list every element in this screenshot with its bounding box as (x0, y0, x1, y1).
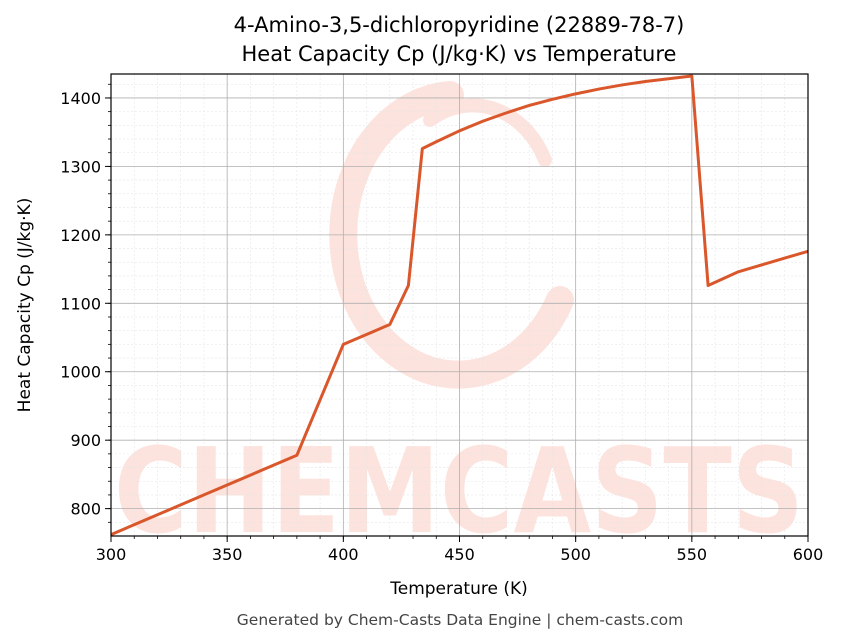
watermark-text: CHEMCASTS (114, 422, 804, 560)
y-tick-label: 1200 (60, 226, 101, 245)
x-tick-labels: 300 350 400 450 500 550 600 (96, 545, 824, 564)
x-tick-label: 550 (677, 545, 708, 564)
y-tick-label: 800 (70, 500, 101, 519)
x-axis-label: Temperature (K) (389, 579, 528, 599)
axis-ticks (105, 83, 809, 542)
x-tick-label: 500 (560, 545, 591, 564)
watermark-logo: CHEMCASTS (114, 81, 804, 560)
chart-subtitle: Heat Capacity Cp (J/kg·K) vs Temperature (242, 42, 677, 66)
x-tick-label: 350 (212, 545, 243, 564)
y-tick-label: 900 (70, 431, 101, 450)
y-axis-label: Heat Capacity Cp (J/kg·K) (15, 198, 35, 413)
series-layer (111, 74, 808, 536)
y-tick-labels: 800 900 1000 1100 1200 1300 1400 (60, 89, 101, 519)
x-tick-label: 450 (444, 545, 475, 564)
x-tick-label: 300 (96, 545, 127, 564)
y-tick-label: 1100 (60, 294, 101, 313)
footer-credit: Generated by Chem-Casts Data Engine | ch… (237, 611, 683, 629)
series-line-cp (111, 74, 808, 536)
y-tick-label: 1300 (60, 157, 101, 176)
x-tick-label: 600 (793, 545, 824, 564)
y-tick-label: 1000 (60, 363, 101, 382)
y-tick-label: 1400 (60, 89, 101, 108)
chart-title: 4-Amino-3,5-dichloropyridine (22889-78-7… (234, 13, 685, 37)
x-tick-label: 400 (328, 545, 359, 564)
